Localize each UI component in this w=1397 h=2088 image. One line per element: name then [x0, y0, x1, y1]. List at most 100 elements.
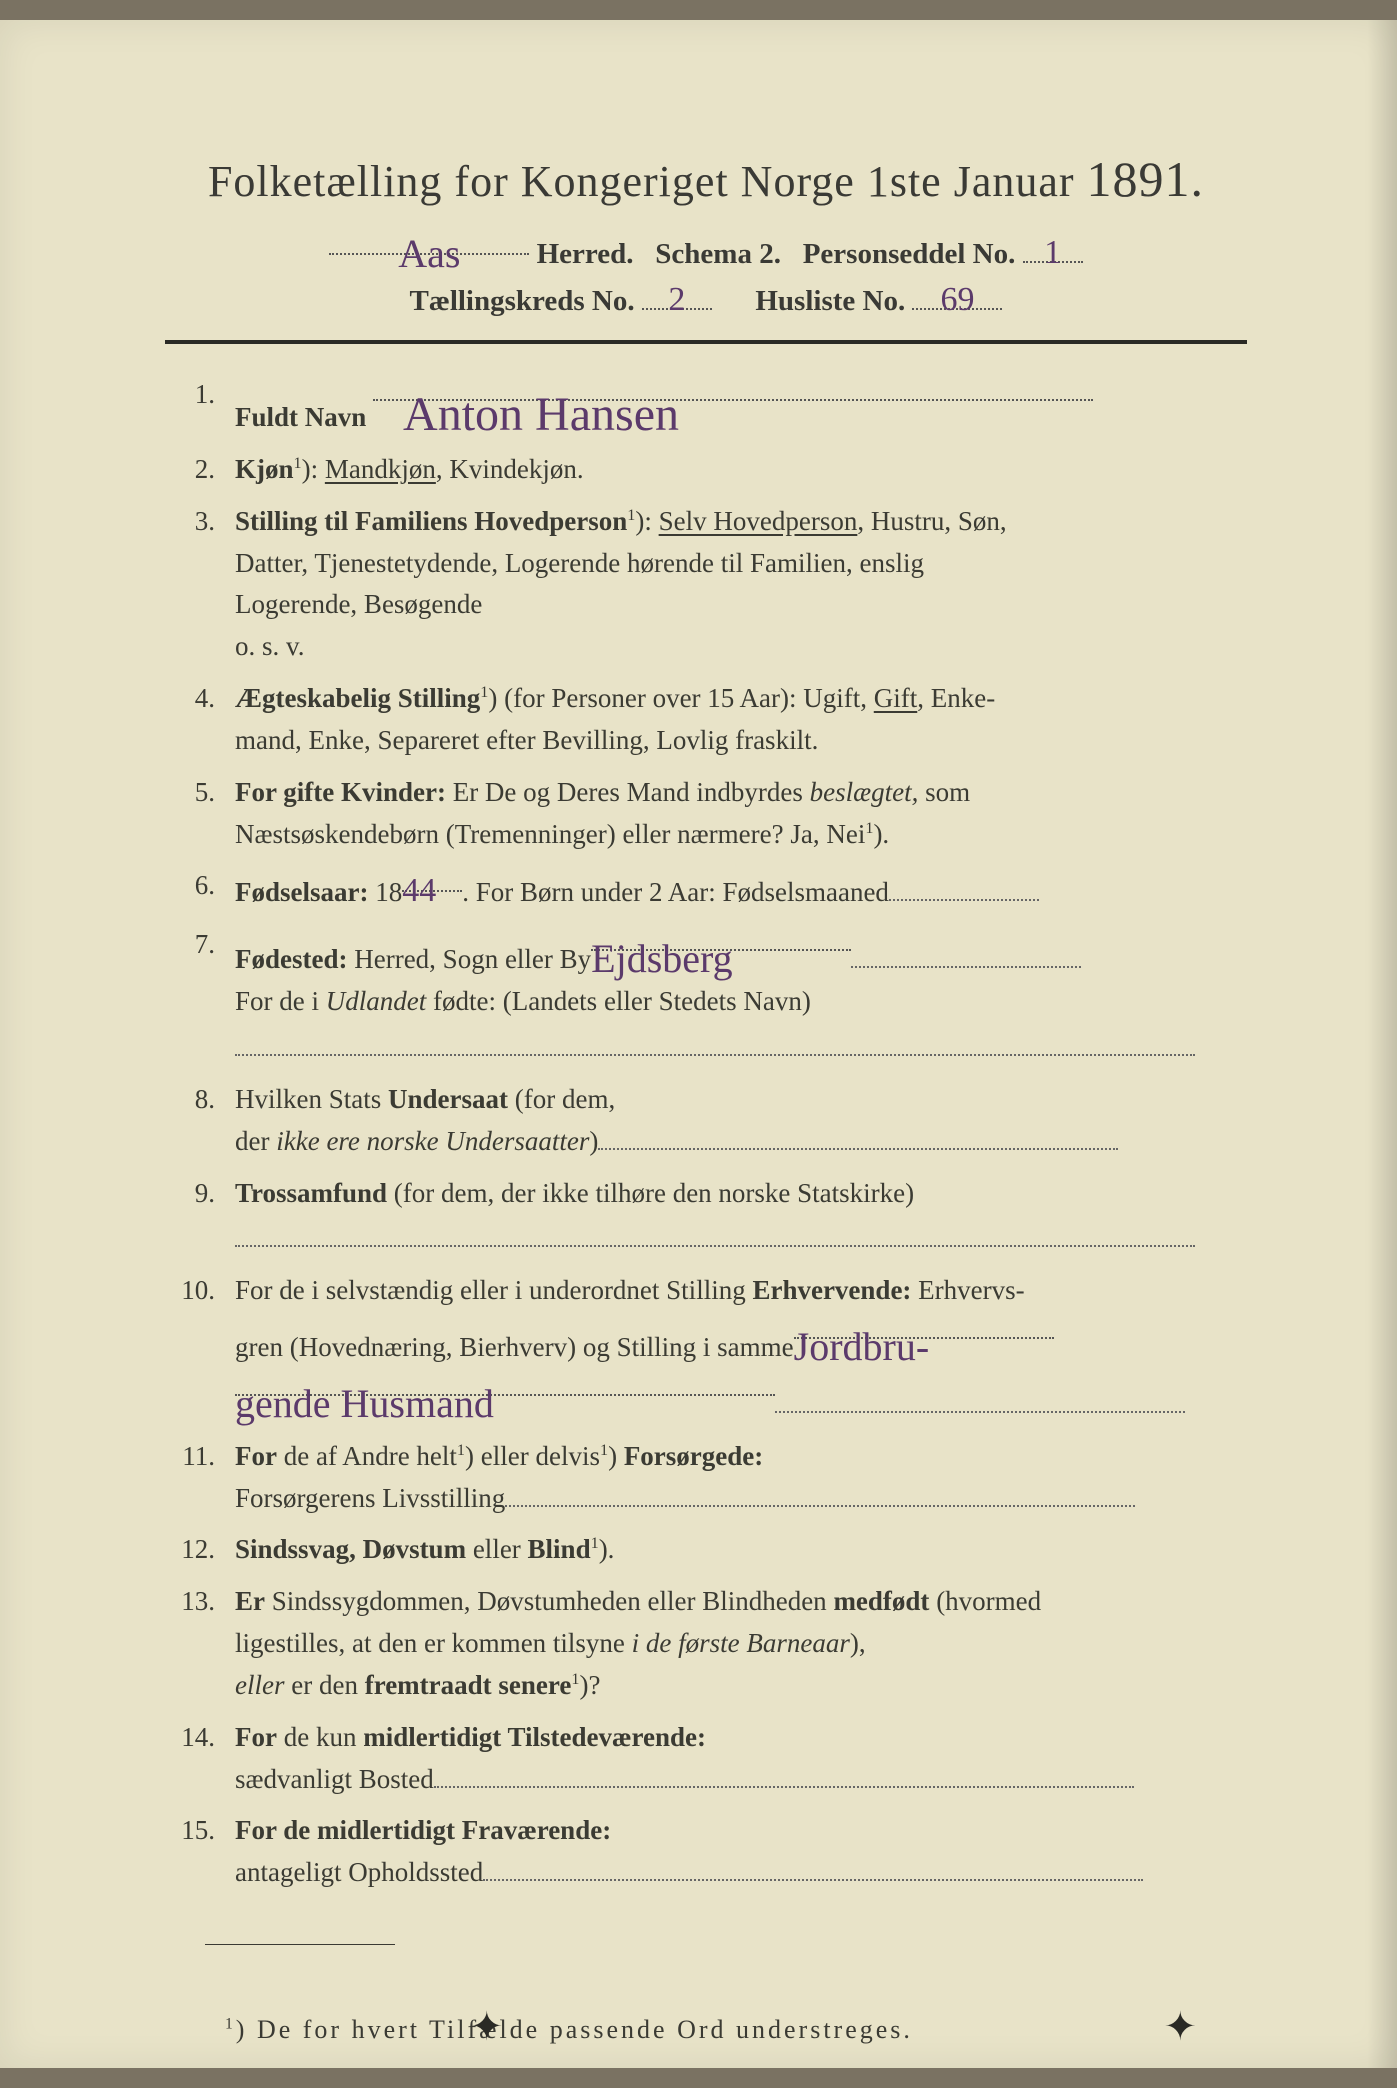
t1: de af Andre helt: [277, 1441, 457, 1471]
mid: ) (for Personer over 15 Aar): Ugift,: [488, 683, 873, 713]
item-body: For de kun midlertidigt Tilstedeværende:…: [235, 1717, 1247, 1801]
herred-value: Aas: [398, 231, 460, 276]
t: ):: [302, 454, 325, 484]
sup2: 1: [600, 1441, 608, 1459]
ink-mark: ✦: [1163, 2003, 1197, 2050]
item-num: 10.: [171, 1270, 235, 1312]
t2: ) eller delvis: [465, 1441, 600, 1471]
item-body: Stilling til Familiens Hovedperson1): Se…: [235, 501, 1247, 668]
rest1: , Hustru, Søn,: [857, 506, 1006, 536]
dotline: [434, 1786, 1134, 1788]
lead: Stilling til Familiens Hovedperson: [235, 506, 627, 536]
l2: Forsørgerens Livsstilling: [235, 1483, 505, 1513]
item-10: 10. For de i selvstændig eller i underor…: [171, 1270, 1247, 1426]
t1: Er De og Deres Mand indbyrdes: [446, 777, 810, 807]
l2: antageligt Opholdssted: [235, 1857, 483, 1887]
kreds-value: 2: [668, 281, 685, 318]
occ-value1: Jordbru-: [794, 1324, 930, 1369]
month-blank: [889, 899, 1039, 901]
ink-mark: ✦: [470, 2003, 504, 2050]
item-body: For de midlertidigt Fraværende: antageli…: [235, 1810, 1247, 1894]
l2b: ),: [850, 1628, 866, 1658]
item-num: 7.: [171, 924, 235, 966]
item-9-blank: [171, 1218, 1247, 1260]
fn-text: ) De for hvert Tilfælde passende Ord und…: [236, 2015, 913, 2044]
item-3: 3. Stilling til Familiens Hovedperson1):…: [171, 501, 1247, 668]
personseddel-value: 1: [1044, 234, 1061, 271]
item-body: Er Sindssygdommen, Døvstumheden eller Bl…: [235, 1581, 1247, 1707]
dotline: [235, 1054, 1195, 1056]
lead: Ægteskabelig Stilling: [235, 683, 480, 713]
schema-label: Schema 2.: [655, 238, 781, 270]
item-2: 2. Kjøn1): Mandkjøn, Kvindekjøn.: [171, 449, 1247, 491]
bold: Undersaat: [388, 1084, 508, 1114]
end: ).: [599, 1534, 615, 1564]
item-body: Ægteskabelig Stilling1) (for Personer ov…: [235, 678, 1247, 762]
l1b: (for dem,: [508, 1084, 615, 1114]
l3b: er den: [284, 1670, 364, 1700]
after: ):: [635, 506, 658, 536]
year-blank: 44: [402, 865, 462, 892]
l1b: Erhvervs-: [911, 1275, 1024, 1305]
kreds-label: Tællingskreds No.: [410, 285, 635, 317]
l2a: ligestilles, at den er kommen tilsyne: [235, 1628, 632, 1658]
dotline: [483, 1879, 1143, 1881]
occ-blank2: gende Husmand: [235, 1369, 775, 1396]
item-body: Fødselsaar: 1844. For Børn under 2 Aar: …: [235, 865, 1247, 914]
item-num: 15.: [171, 1810, 235, 1852]
item-num: 2.: [171, 449, 235, 491]
rest: , Kvindekjøn.: [436, 454, 584, 484]
name-value: Anton Hansen: [373, 388, 679, 441]
text: de kun: [277, 1722, 363, 1752]
name-blank: Anton Hansen: [373, 374, 1093, 401]
occ-blank1: Jordbru-: [794, 1312, 1054, 1339]
dotline: [851, 966, 1081, 968]
title-year: 1891.: [1087, 151, 1205, 207]
husliste-value: 69: [940, 281, 974, 318]
line2b: ).: [873, 819, 889, 849]
l2b: fødte: (Landets eller Stedets Navn): [426, 986, 811, 1016]
place-value: Ejdsberg: [591, 936, 732, 981]
line2a: Næstsøskendebørn (Tremenninger) eller næ…: [235, 819, 865, 849]
item-num: 8.: [171, 1079, 235, 1121]
item-num: 13.: [171, 1581, 235, 1623]
t1: Sindssygdommen, Døvstumheden eller Blind…: [265, 1586, 833, 1616]
item-body: Kjøn1): Mandkjøn, Kvindekjøn.: [235, 449, 1247, 491]
item-14: 14. For de kun midlertidigt Tilstedevære…: [171, 1717, 1247, 1801]
em: ikke ere norske Undersaatter: [276, 1126, 589, 1156]
line4: o. s. v.: [235, 631, 305, 661]
em: Udlandet: [326, 986, 427, 1016]
item-15: 15. For de midlertidigt Fraværende: anta…: [171, 1810, 1247, 1894]
item-body: For de af Andre helt1) eller delvis1) Fo…: [235, 1436, 1247, 1520]
kreds-blank: 2: [642, 281, 712, 310]
l2: gren (Hovednæring, Bierhverv) og Stillin…: [235, 1332, 794, 1362]
item-8: 8. Hvilken Stats Undersaat (for dem, der…: [171, 1079, 1247, 1163]
item-body: For de i selvstændig eller i underordnet…: [235, 1270, 1247, 1426]
item-num: 4.: [171, 678, 235, 720]
items-list: 1. Fuldt Navn Anton Hansen 2. Kjøn1): Ma…: [165, 374, 1247, 1894]
footnote: 1) De for hvert Tilfælde passende Ord un…: [165, 2015, 1247, 2045]
selected-gift: Gift: [874, 683, 918, 713]
footnote-rule: [205, 1944, 395, 1945]
lead: Fødselsaar:: [235, 877, 368, 907]
line2: Datter, Tjenestetydende, Logerende høren…: [235, 548, 924, 578]
bold: Erhvervende:: [752, 1275, 911, 1305]
year-value: 44: [402, 872, 436, 909]
item-body: Sindssvag, Døvstum eller Blind1).: [235, 1529, 1247, 1571]
herred-blank: Aas: [329, 226, 529, 255]
t3: ): [608, 1441, 624, 1471]
item-num: 5.: [171, 772, 235, 814]
lead: Er: [235, 1586, 265, 1616]
l3a: eller: [235, 1670, 284, 1700]
occ-value2: gende Husmand: [235, 1381, 494, 1426]
line2: mand, Enke, Separeret efter Bevilling, L…: [235, 725, 818, 755]
item-body: For gifte Kvinder: Er De og Deres Mand i…: [235, 772, 1247, 856]
item-num: 1.: [171, 374, 235, 416]
rest1: , Enke-: [917, 683, 995, 713]
item-num: 14.: [171, 1717, 235, 1759]
husliste-label: Husliste No.: [755, 285, 905, 317]
bold: midlertidigt Tilstedeværende:: [363, 1722, 706, 1752]
em: beslægtet,: [810, 777, 919, 807]
t2: (hvormed: [929, 1586, 1041, 1616]
label: Fuldt Navn: [235, 402, 366, 432]
